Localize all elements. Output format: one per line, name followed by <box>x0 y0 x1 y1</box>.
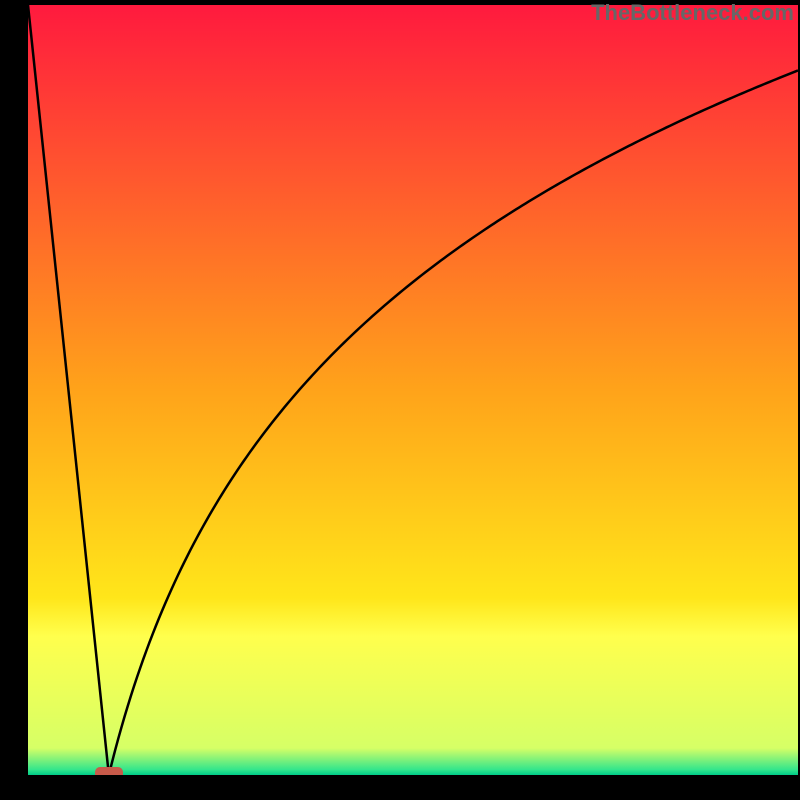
bottleneck-curve <box>28 5 798 775</box>
watermark-text: TheBottleneck.com <box>591 0 794 26</box>
curve-left-branch <box>28 5 109 775</box>
plot-area <box>28 5 798 775</box>
curve-right-branch <box>109 70 798 775</box>
minimum-marker <box>95 767 123 775</box>
